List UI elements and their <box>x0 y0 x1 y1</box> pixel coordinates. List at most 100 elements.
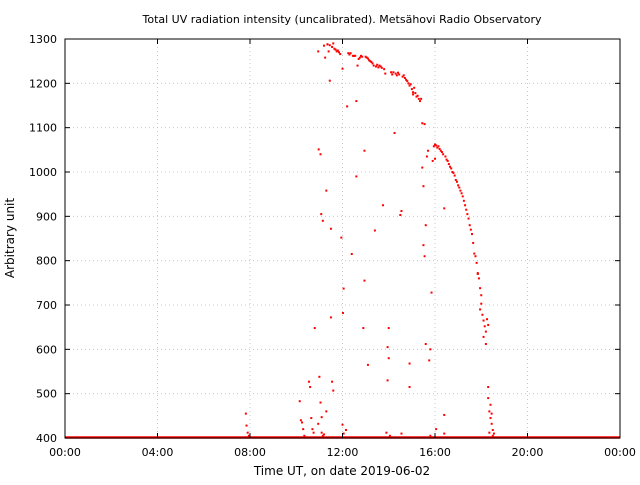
data-point <box>372 64 375 67</box>
data-point <box>370 61 373 64</box>
data-point <box>362 327 365 330</box>
data-point <box>461 195 464 198</box>
data-point <box>357 57 360 60</box>
data-point <box>328 44 331 47</box>
data-point <box>338 51 341 54</box>
data-point <box>476 272 479 275</box>
data-point <box>489 417 492 420</box>
data-point <box>384 72 387 75</box>
chart-title: Total UV radiation intensity (uncalibrat… <box>142 13 542 26</box>
data-point <box>313 327 316 330</box>
data-point <box>246 431 249 434</box>
data-point <box>323 433 325 436</box>
data-point <box>421 122 424 125</box>
data-point <box>479 308 482 311</box>
y-tick-label: 900 <box>36 210 57 223</box>
data-point <box>363 149 366 152</box>
data-point <box>491 429 494 432</box>
data-point <box>487 386 490 389</box>
data-point <box>479 287 482 290</box>
data-point <box>418 100 421 103</box>
data-point <box>429 348 432 351</box>
data-point <box>366 57 369 60</box>
data-point <box>332 42 335 45</box>
data-point <box>341 311 344 314</box>
data-point <box>490 422 493 425</box>
data-point <box>474 255 477 258</box>
data-point <box>328 79 331 82</box>
data-point <box>309 386 312 389</box>
data-point <box>482 335 485 338</box>
data-point <box>423 123 426 126</box>
data-point <box>247 434 250 437</box>
grid-lines <box>65 39 620 438</box>
data-point <box>321 219 324 222</box>
data-point <box>421 166 424 169</box>
axes: 00:00 04:00 08:00 12:00 16:00 20:00 00:0040050… <box>29 33 636 459</box>
data-point <box>400 432 403 435</box>
data-point <box>349 52 352 55</box>
data-point <box>381 204 384 207</box>
data-point <box>453 174 456 177</box>
y-tick-label: 400 <box>36 432 57 445</box>
y-axis-label: Arbitrary unit <box>3 198 17 278</box>
data-point <box>405 78 408 81</box>
data-point <box>409 83 412 86</box>
data-point <box>244 412 247 415</box>
data-point <box>368 59 371 62</box>
data-point <box>310 417 313 420</box>
data-point <box>401 75 404 78</box>
data-point <box>312 431 315 434</box>
data-point <box>443 413 446 416</box>
data-point <box>358 56 361 59</box>
data-point <box>438 147 441 150</box>
data-point <box>491 434 494 437</box>
data-point <box>386 379 389 382</box>
data-point <box>490 412 493 415</box>
data-point <box>487 323 490 326</box>
data-point <box>480 302 483 305</box>
data-point <box>301 421 304 424</box>
data-point <box>403 77 406 80</box>
data-point <box>354 54 357 57</box>
data-point <box>430 291 433 294</box>
data-point <box>386 346 389 349</box>
data-point <box>415 95 418 98</box>
data-point <box>408 84 411 87</box>
data-point <box>376 63 379 66</box>
data-point <box>317 148 320 151</box>
data-point <box>450 167 453 170</box>
data-point <box>320 431 323 434</box>
data-point <box>445 158 448 161</box>
data-point <box>327 50 330 53</box>
data-point <box>459 189 462 192</box>
data-point <box>331 380 334 383</box>
data-point <box>390 71 393 74</box>
data-point <box>356 64 359 67</box>
data-point <box>393 131 396 134</box>
data-point <box>364 55 367 58</box>
data-point <box>341 423 344 426</box>
data-point <box>361 55 364 58</box>
data-point <box>402 74 405 77</box>
data-point <box>464 204 467 207</box>
data-point <box>407 82 410 85</box>
data-point <box>427 149 430 152</box>
data-point <box>429 434 432 437</box>
x-axis-label: Time UT, on date 2019-06-02 <box>253 464 430 478</box>
data-point <box>466 213 469 216</box>
data-point <box>320 213 323 216</box>
data-point <box>439 149 442 152</box>
data-point <box>475 261 478 264</box>
data-point <box>440 151 443 154</box>
data-point <box>472 241 475 244</box>
data-point <box>431 159 434 162</box>
data-point <box>377 66 380 69</box>
data-point <box>434 157 436 160</box>
data-point <box>347 52 350 55</box>
y-tick-label: 500 <box>36 388 57 401</box>
data-point <box>480 294 483 297</box>
data-point <box>443 207 446 210</box>
